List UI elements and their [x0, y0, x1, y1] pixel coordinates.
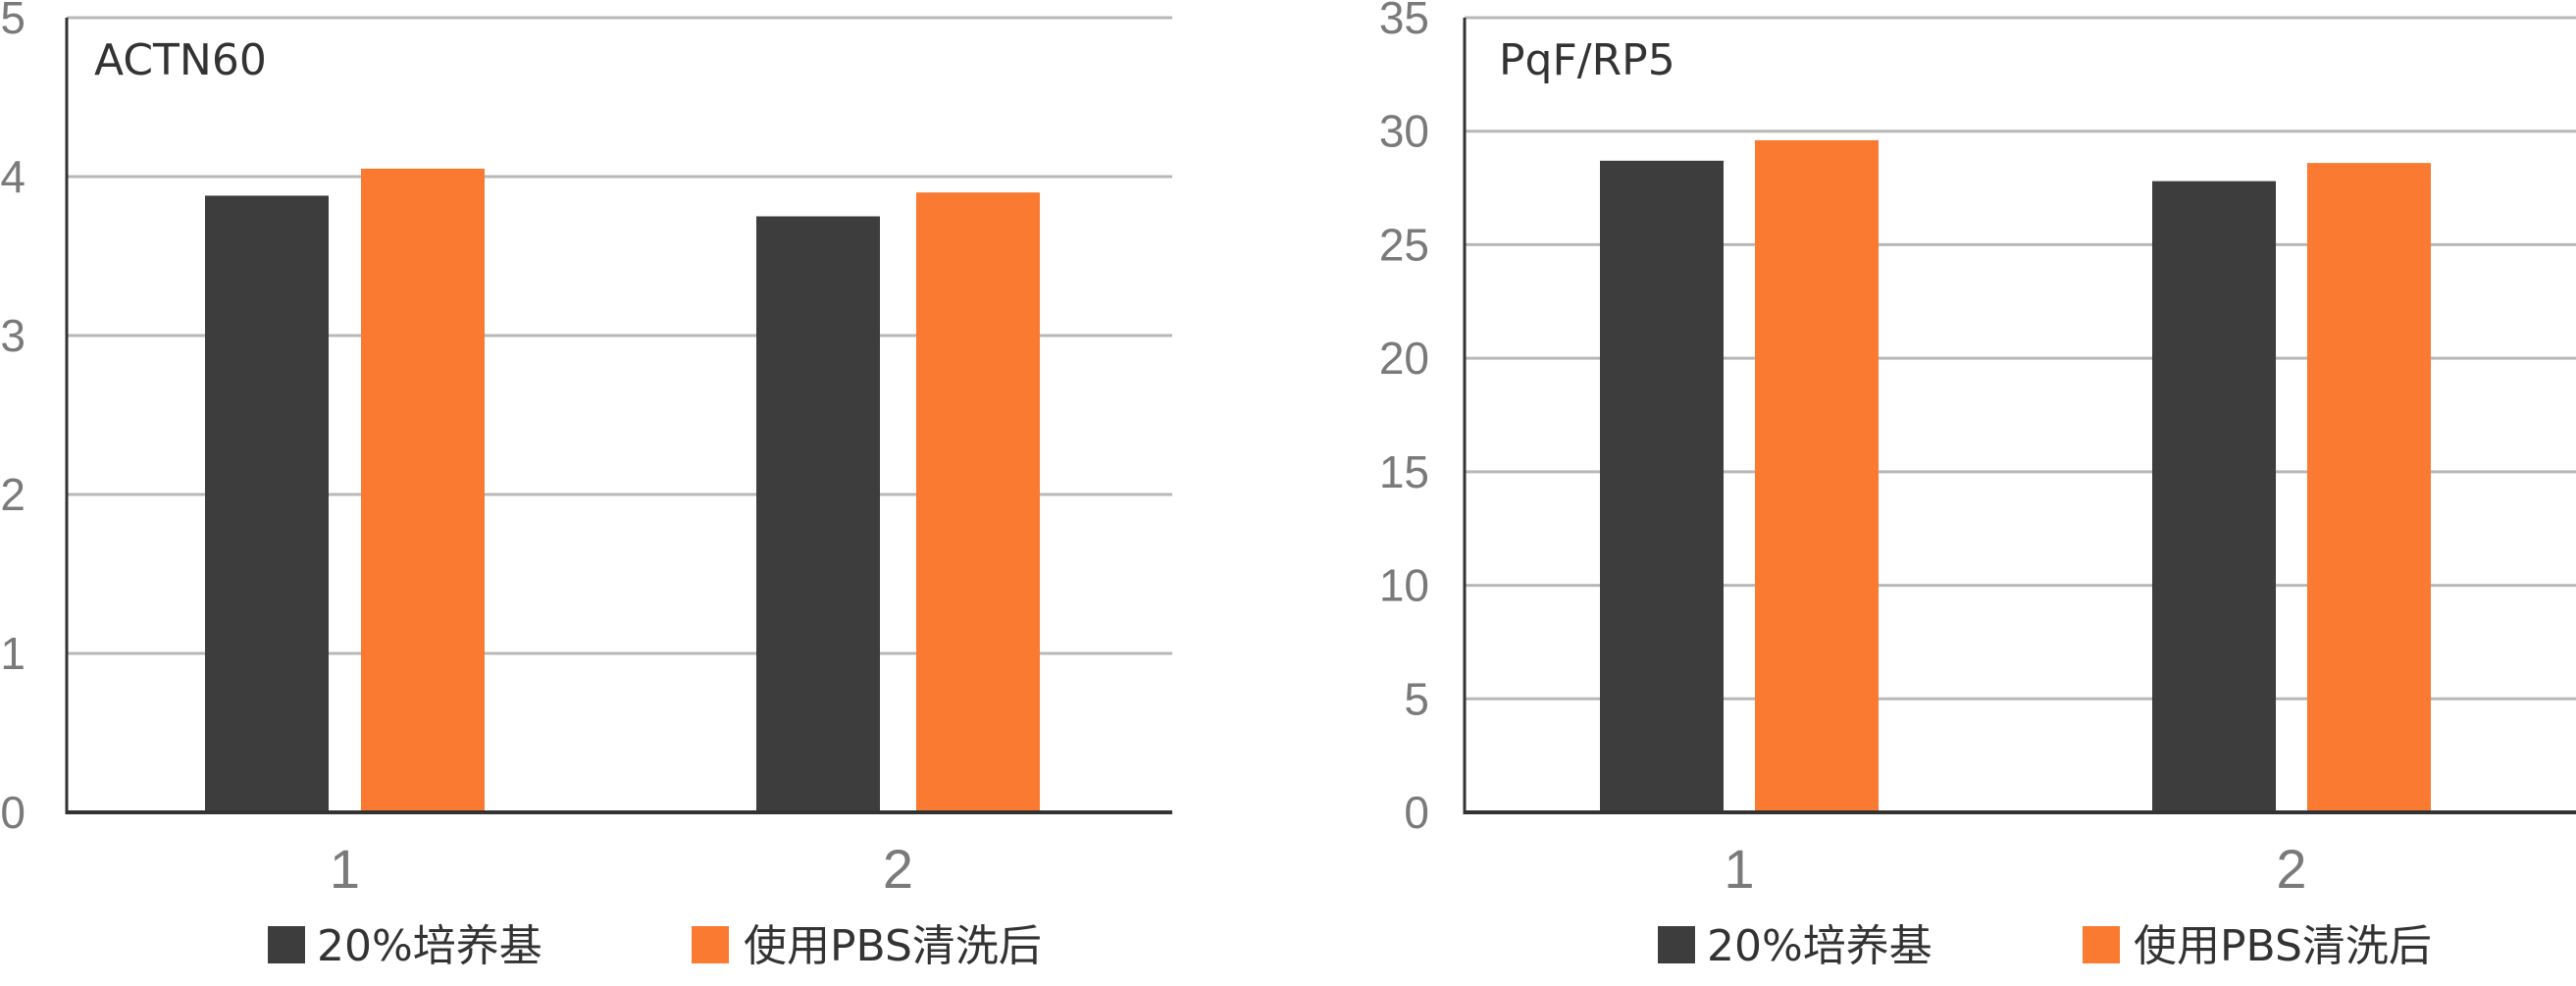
bar-series-2-category-1 — [1755, 139, 1879, 812]
bar-series-2-category-2 — [2307, 163, 2431, 813]
bar-series-1-category-2 — [756, 216, 880, 812]
y-tick-label: 5 — [0, 0, 26, 43]
bar-series-2-category-1 — [361, 168, 485, 812]
bar-series-1-category-1 — [1600, 160, 1724, 813]
y-tick-label: 25 — [1379, 219, 1429, 270]
y-tick-label: 10 — [1379, 560, 1429, 611]
bar-series-1-category-2 — [2152, 181, 2276, 813]
y-tick-label: 20 — [1379, 333, 1429, 384]
legend-swatch — [2083, 926, 2120, 963]
legend-swatch — [692, 926, 729, 963]
y-tick-label: 15 — [1379, 446, 1429, 497]
bar-series-2-category-2 — [916, 192, 1040, 812]
chart-title: PqF/RP5 — [1499, 35, 1675, 85]
y-tick-label: 30 — [1379, 106, 1429, 157]
chart-title: ACTN60 — [94, 35, 267, 85]
y-tick-label: 5 — [1404, 673, 1429, 724]
bar-series-1-category-1 — [205, 195, 329, 812]
legend-label: 使用PBS清洗后 — [2134, 921, 2432, 971]
legend-label: 使用PBS清洗后 — [744, 921, 1042, 971]
y-tick-label: 3 — [0, 310, 26, 361]
x-tick-label: 1 — [330, 838, 360, 900]
legend-label: 20%培养基 — [317, 921, 542, 971]
y-tick-label: 35 — [1379, 0, 1429, 43]
legend-label: 20%培养基 — [1707, 921, 1932, 971]
legend-swatch — [1658, 926, 1695, 963]
y-tick-label: 2 — [0, 469, 26, 520]
x-tick-label: 1 — [1724, 838, 1754, 900]
y-tick-label: 1 — [0, 628, 26, 679]
legend-swatch — [268, 926, 305, 963]
x-tick-label: 2 — [883, 838, 913, 900]
y-tick-label: 0 — [1404, 787, 1429, 838]
x-tick-label: 2 — [2276, 838, 2306, 900]
y-tick-label: 4 — [0, 151, 26, 202]
y-tick-label: 0 — [0, 787, 26, 838]
